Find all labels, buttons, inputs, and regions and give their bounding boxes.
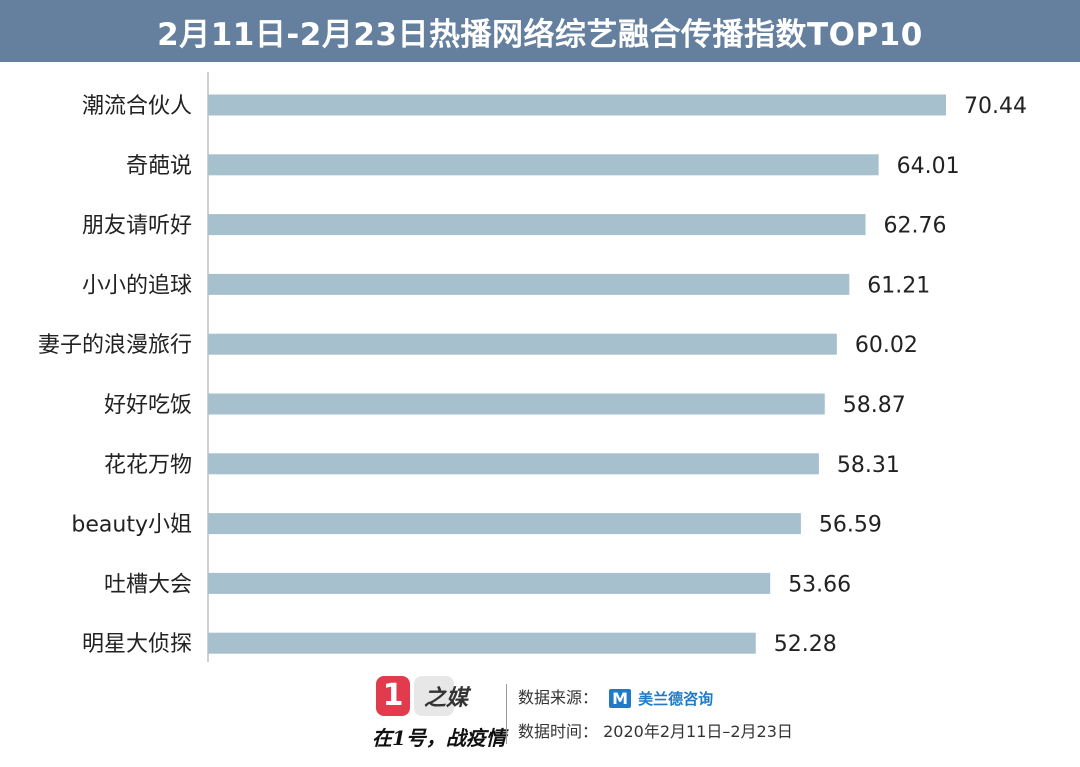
bar	[208, 632, 756, 654]
bar	[208, 154, 879, 176]
bar	[208, 94, 946, 116]
logo-one-icon: 1	[376, 676, 410, 716]
bar	[208, 453, 819, 475]
source-label: 数据来源：	[518, 688, 599, 707]
bar-chart: 潮流合伙人 70.44 奇葩说 64.01 朋友请听好 62.76 小小的追球 61.21 妻子…	[38, 72, 1027, 662]
slogan: 在1号，战疫情	[372, 726, 506, 750]
value-label: 58.87	[843, 393, 906, 418]
bar	[208, 393, 825, 415]
logo: 1 之媒 在1号，战疫情	[372, 670, 506, 755]
bar	[208, 273, 850, 295]
category-label: beauty小姐	[71, 513, 192, 538]
data-source: 数据来源： M 美兰德咨询	[518, 684, 713, 709]
value-label: 56.59	[819, 513, 882, 538]
category-label: 花花万物	[104, 453, 192, 478]
bar	[208, 333, 837, 355]
value-label: 64.01	[897, 154, 960, 179]
value-label: 62.76	[884, 214, 947, 239]
category-label: 朋友请听好	[82, 214, 192, 239]
bar	[208, 214, 866, 236]
category-label: 吐槽大会	[104, 572, 192, 597]
value-label: 58.31	[837, 453, 900, 478]
bar	[208, 513, 801, 535]
category-label: 潮流合伙人	[82, 94, 192, 119]
logo-badge	[414, 676, 454, 716]
brand-logo-icon: M	[609, 689, 632, 708]
logo-name: 之媒	[424, 685, 469, 711]
category-label: 明星大侦探	[82, 632, 192, 657]
brand-name: 美兰德咨询	[638, 690, 714, 708]
source-brand: M 美兰德咨询	[609, 688, 713, 709]
time-label: 数据时间：	[518, 722, 599, 741]
title-bar: 2月11日-2月23日热播网络综艺融合传播指数TOP10	[0, 0, 1080, 62]
chart-title: 2月11日-2月23日热播网络综艺融合传播指数TOP10	[157, 16, 923, 53]
footer: 1 之媒 在1号，战疫情 数据来源： M 美兰德咨询 数据时间： 2020年2月…	[0, 662, 1080, 767]
category-label: 小小的追球	[82, 273, 192, 298]
value-label: 61.21	[867, 273, 930, 298]
time-value: 2020年2月11日–2月23日	[603, 722, 793, 741]
category-label: 好好吃饭	[104, 393, 192, 418]
value-label: 52.28	[774, 632, 837, 657]
value-label: 60.02	[855, 333, 918, 358]
bar	[208, 572, 771, 594]
category-label: 妻子的浪漫旅行	[38, 333, 192, 358]
footer-divider	[506, 684, 507, 744]
data-time: 数据时间： 2020年2月11日–2月23日	[518, 718, 793, 742]
value-label: 70.44	[964, 94, 1027, 119]
category-label: 奇葩说	[126, 154, 192, 179]
value-label: 53.66	[788, 572, 851, 597]
